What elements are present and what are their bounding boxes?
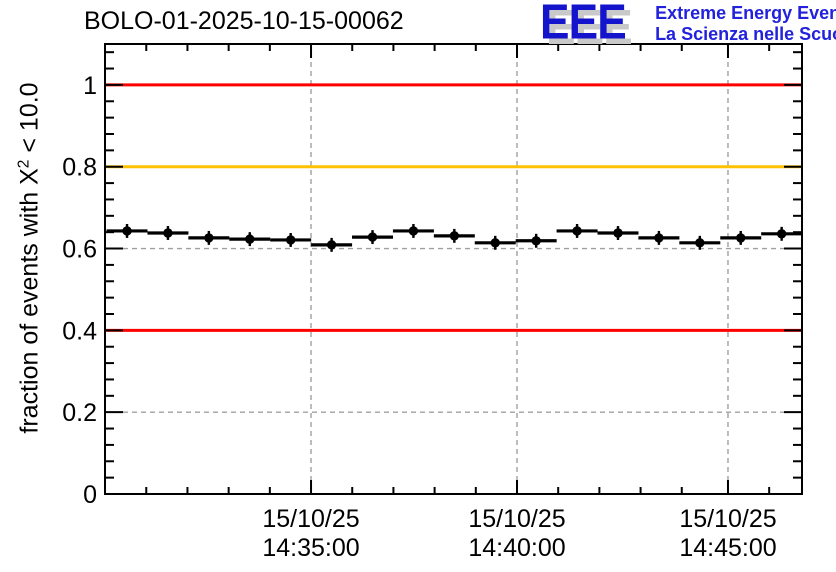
y-tick-label: 1 [83,72,97,100]
data-point [326,240,337,250]
eee-logo: EEE Extreme Energy Events La Scienza nel… [540,0,836,48]
y-axis-title-prefix: fraction of events with X [15,168,44,434]
y-axis-title: fraction of events with X2 < 10.0 [15,82,44,433]
data-point [285,235,296,245]
chart-title: BOLO-01-2025-10-15-00062 [84,7,404,35]
data-point [736,233,746,243]
eee-logo-line2: La Scienza nelle Scuole [655,24,836,44]
data-point [695,238,705,248]
data-point [122,226,132,236]
data-point [204,233,214,243]
x-tick-label-time: 14:45:00 [679,534,776,562]
y-tick-label: 0.2 [62,399,97,427]
y-axis-title-suffix: < 10.0 [15,82,44,160]
data-point [163,228,173,238]
plot-frame [104,43,803,495]
data-point [654,233,664,243]
x-tick-label-time: 14:40:00 [468,534,565,562]
x-tick-label-date: 15/10/25 [262,505,359,533]
data-point [531,236,541,246]
eee-logo-line1: Extreme Energy Events [655,3,836,23]
y-tick-label: 0.4 [62,317,97,345]
eee-logo-letters: EEE [540,0,627,50]
y-tick-label: 0.6 [62,236,97,264]
x-tick-label-time: 14:35:00 [262,534,359,562]
data-point [776,229,787,239]
data-point [490,238,500,248]
data-point [572,226,582,236]
x-tick-label-date: 15/10/25 [679,505,776,533]
y-axis-title-superscript: 2 [15,159,33,169]
data-point [613,228,623,238]
data-point [245,234,255,244]
data-point [408,226,419,236]
eee-logo-text: Extreme Energy Events La Scienza nelle S… [655,3,836,45]
x-tick-label-date: 15/10/25 [468,505,565,533]
y-tick-label: 0 [83,481,97,509]
data-point [449,231,460,241]
y-tick-label: 0.8 [62,154,97,182]
data-point [367,232,378,242]
